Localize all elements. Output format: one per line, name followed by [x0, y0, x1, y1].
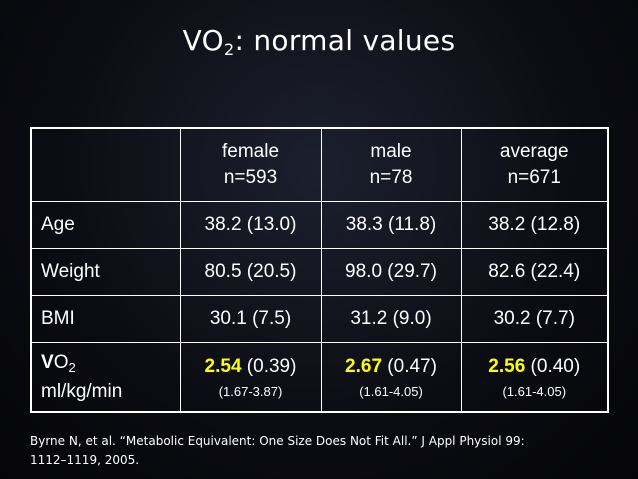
row-label: BMI [30, 295, 181, 343]
header-cell-average: average n=671 [460, 127, 609, 202]
vo2-sd: (0.47) [382, 355, 437, 377]
table-cell: 38.3 (11.8) [320, 201, 462, 249]
vo2-range: (1.61-4.05) [359, 383, 423, 399]
table-row-bmi: BMI 30.1 (7.5) 31.2 (9.0) 30.2 (7.7) [30, 295, 609, 343]
vo2-label-o: O [53, 351, 69, 373]
title-rest: : normal values [234, 24, 456, 57]
vo2-range: (1.67-3.87) [218, 383, 283, 399]
header-label: average [499, 141, 569, 162]
header-n: n=593 [223, 167, 278, 188]
header-label: male [370, 141, 412, 162]
table-cell: 38.2 (13.0) [179, 201, 322, 249]
vo2-table: female n=593 male n=78 average n=671 Age… [30, 127, 609, 413]
header-row: female n=593 male n=78 average n=671 [30, 127, 609, 202]
vo2-label-units: ml/kg/min [41, 380, 123, 402]
table-row-age: Age 38.2 (13.0) 38.3 (11.8) 38.2 (12.8) [30, 201, 609, 249]
citation-line-1: Byrne N, et al. “Metabolic Equivalent: O… [30, 434, 525, 448]
slide-title: VO2: normal values [0, 24, 638, 59]
vo2-sd: (0.39) [241, 355, 297, 377]
table-cell: 31.2 (9.0) [320, 295, 462, 343]
vo2-cell-female: 2.54 (0.39) (1.67-3.87) [179, 342, 322, 413]
title-subscript: 2 [223, 40, 235, 59]
table-cell: 38.2 (12.8) [460, 201, 609, 249]
citation-line-2: 1112–1119, 2005. [30, 453, 140, 467]
vo2-mean: 2.54 [204, 355, 242, 377]
table-cell: 30.1 (7.5) [179, 295, 322, 343]
vo2-range: (1.61-4.05) [502, 383, 567, 399]
vo2-mean: 2.67 [345, 355, 383, 377]
vo2-mean: 2.56 [488, 355, 526, 377]
table-cell: 80.5 (20.5) [179, 248, 322, 296]
vo2-sd: (0.40) [525, 355, 581, 377]
table-cell: 98.0 (29.7) [320, 248, 462, 296]
citation: Byrne N, et al. “Metabolic Equivalent: O… [30, 432, 590, 470]
row-label: Weight [30, 248, 181, 296]
header-label: female [221, 141, 280, 162]
header-n: n=78 [369, 167, 413, 188]
row-label: Age [30, 201, 181, 249]
header-cell-empty [30, 127, 181, 202]
table-cell: 30.2 (7.7) [460, 295, 609, 343]
vo2-label-subscript: 2 [68, 359, 76, 375]
header-cell-male: male n=78 [320, 127, 462, 202]
table-cell: 82.6 (22.4) [460, 248, 609, 296]
vo2-cell-male: 2.67 (0.47) (1.61-4.05) [320, 342, 462, 413]
table-row-vo2: VO2 ml/kg/min 2.54 (0.39) (1.67-3.87) 2.… [30, 342, 609, 413]
table-row-weight: Weight 80.5 (20.5) 98.0 (29.7) 82.6 (22.… [30, 248, 609, 296]
vo2-label-v: V [41, 351, 54, 373]
header-cell-female: female n=593 [179, 127, 322, 202]
title-main: VO [182, 24, 224, 57]
row-label-vo2: VO2 ml/kg/min [30, 342, 181, 413]
header-n: n=671 [507, 167, 561, 188]
vo2-cell-average: 2.56 (0.40) (1.61-4.05) [460, 342, 609, 413]
